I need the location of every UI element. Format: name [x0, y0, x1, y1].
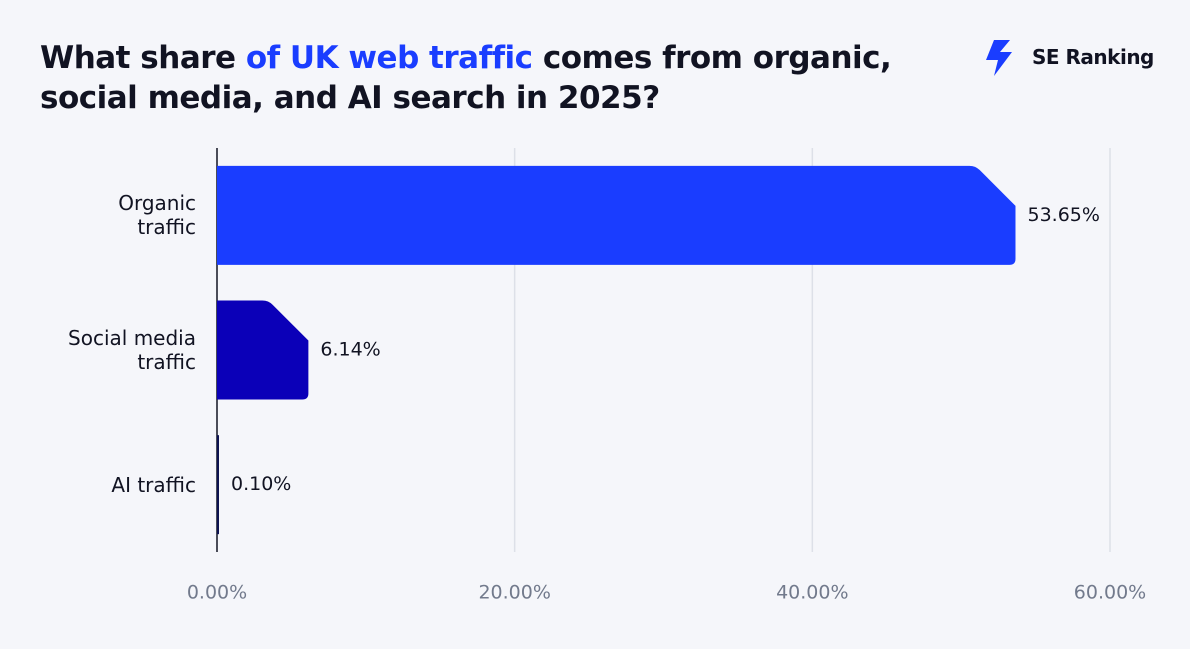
y-tick-label: AI traffic — [111, 472, 196, 497]
brand-logo — [986, 40, 1012, 76]
bar — [217, 165, 1016, 265]
x-tick-label: 20.00% — [478, 582, 550, 604]
value-label: 53.65% — [1027, 204, 1099, 226]
y-tick-label: Organic traffic — [118, 191, 196, 240]
value-label: 0.10% — [231, 473, 291, 495]
chart-title: What share of UK web traffic comes from … — [40, 38, 940, 118]
title-text: What share — [40, 40, 246, 76]
x-tick-label: 60.00% — [1074, 582, 1146, 604]
title-highlight: of UK web traffic — [245, 40, 533, 76]
brand-name: SE Ranking — [1032, 45, 1154, 69]
title-text: comes from organic, social media, and AI… — [40, 40, 892, 116]
x-tick-label: 0.00% — [187, 582, 247, 604]
bar — [217, 435, 219, 535]
y-tick-label: Social media traffic — [68, 326, 196, 374]
x-tick-label: 40.00% — [776, 582, 848, 604]
value-label: 6.14% — [320, 339, 380, 361]
bar — [217, 300, 309, 400]
